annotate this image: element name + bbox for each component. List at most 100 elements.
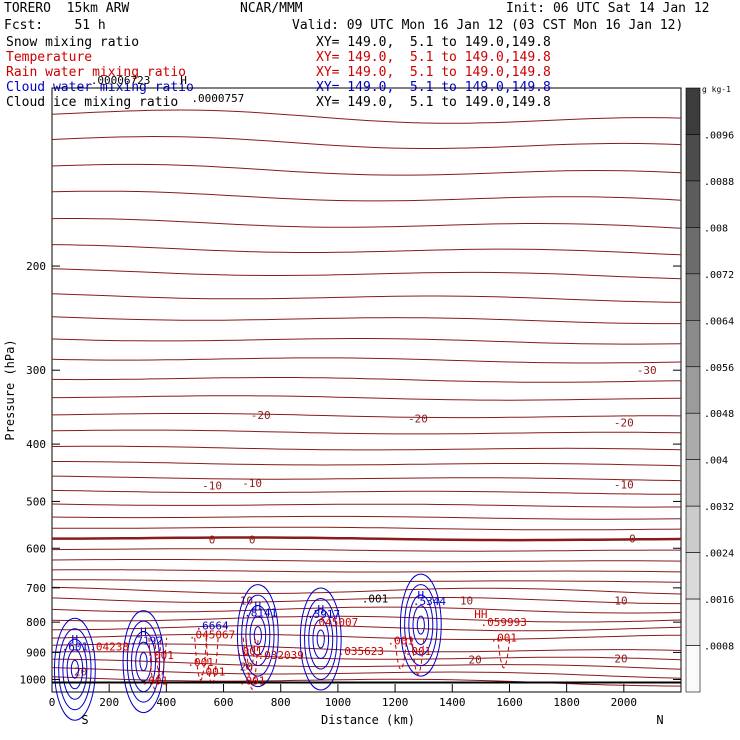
temperature-contour-label: -20 bbox=[614, 417, 634, 430]
temperature-contour-label: 20 bbox=[614, 653, 627, 666]
cloud-water-contour bbox=[236, 584, 279, 688]
colorbar-bin bbox=[685, 87, 701, 135]
temperature-contour-label: 20 bbox=[469, 653, 482, 666]
colorbar-tick-label: .0056 bbox=[704, 363, 734, 374]
snow-contour-label: .001 bbox=[362, 593, 389, 606]
forecast-hour: Fcst: 51 h bbox=[4, 18, 106, 33]
rain-water-contour bbox=[148, 637, 162, 690]
colorbar-bin bbox=[685, 134, 701, 182]
field-name: Cloud ice mixing ratio bbox=[6, 95, 179, 110]
rain-water-contour-label: .001 bbox=[142, 675, 169, 688]
isotherm bbox=[51, 559, 682, 563]
cloud-water-contour bbox=[70, 659, 79, 679]
colorbar-bin bbox=[685, 459, 701, 507]
isotherm bbox=[51, 190, 682, 202]
rain-water-contour-label: .001 bbox=[147, 649, 174, 662]
cloud-water-contour bbox=[412, 605, 430, 646]
rain-water-contour bbox=[205, 637, 219, 686]
isotherm bbox=[51, 475, 682, 482]
y-tick-label: 900 bbox=[26, 646, 46, 659]
isotherm bbox=[52, 461, 682, 467]
cloud-water-contour bbox=[408, 594, 434, 656]
cloud-water-contour bbox=[404, 584, 438, 667]
temperature-contour-label: 10 bbox=[240, 594, 253, 607]
init-time: Init: 06 UTC Sat 14 Jan 12 bbox=[506, 1, 710, 16]
cloud-water-contour bbox=[316, 629, 325, 649]
isotherm bbox=[51, 338, 682, 345]
plot-frame bbox=[51, 87, 682, 693]
isotherm bbox=[51, 515, 682, 520]
field-xy-range: XY= 149.0, 5.1 to 149.0,149.8 bbox=[316, 50, 551, 65]
isotherm bbox=[51, 667, 682, 679]
cloud-water-label: H bbox=[317, 603, 324, 616]
rain-water-label: HH bbox=[474, 608, 487, 621]
isotherm bbox=[51, 489, 681, 495]
cloud-water-contour bbox=[299, 587, 342, 691]
isotherm bbox=[51, 445, 682, 451]
x-tick-label: 600 bbox=[214, 696, 234, 709]
isotherm bbox=[51, 676, 682, 687]
cloud-water-label: H bbox=[72, 633, 79, 646]
colorbar-tick-label: .0032 bbox=[704, 502, 734, 513]
colorbar-tick-label: .008 bbox=[704, 223, 728, 234]
y-tick-label: 500 bbox=[26, 495, 46, 508]
y-tick-label: 200 bbox=[26, 260, 46, 273]
x-tick-label: 1800 bbox=[553, 696, 580, 709]
cloud-water-contour bbox=[53, 617, 96, 721]
cloud-water-label: H bbox=[418, 589, 425, 602]
cloud-water-label: .8141 bbox=[244, 606, 277, 619]
isotherm bbox=[51, 643, 682, 653]
colorbar-tick-label: .004 bbox=[704, 456, 728, 467]
isotherm bbox=[51, 606, 682, 614]
rain-water-contour-label: .001 bbox=[236, 645, 263, 658]
colorbar-bin bbox=[685, 180, 701, 228]
cloud-water-label: .7192 bbox=[130, 635, 163, 648]
rain-water-contour-label: .001 bbox=[187, 656, 214, 669]
temperature-contour-label: -20 bbox=[408, 412, 428, 425]
rain-water-label: .059993 bbox=[481, 616, 527, 629]
x-tick-label: 200 bbox=[99, 696, 119, 709]
cloud-water-label: .601 bbox=[62, 641, 89, 654]
cloud-water-contour bbox=[249, 615, 267, 656]
isotherm bbox=[51, 548, 681, 552]
rain-water-contour bbox=[497, 637, 511, 669]
isotherm bbox=[51, 597, 681, 605]
isotherm bbox=[51, 569, 682, 573]
y-tick-label: 1000 bbox=[20, 673, 47, 686]
y-tick-label: 800 bbox=[26, 616, 46, 629]
rain-water-contour bbox=[411, 637, 425, 675]
isotherm bbox=[51, 268, 682, 280]
cloud-ice-label: H bbox=[180, 74, 187, 87]
valid-time: Valid: 09 UTC Mon 16 Jan 12 (03 CST Mon … bbox=[292, 18, 684, 33]
rain-water-label: .045007 bbox=[312, 616, 358, 629]
field-xy-range: XY= 149.0, 5.1 to 149.0,149.8 bbox=[316, 65, 551, 80]
temperature-contour-label: 0 bbox=[629, 533, 636, 546]
rain-water-contour bbox=[194, 637, 208, 681]
isotherm bbox=[51, 615, 682, 623]
colorbar-tick-label: .0008 bbox=[704, 642, 734, 653]
temperature-contour-label: 20 bbox=[74, 666, 87, 679]
cloud-water-contour bbox=[122, 610, 165, 714]
field-name: Snow mixing ratio bbox=[6, 35, 140, 50]
cloud-water-label: H bbox=[140, 626, 147, 639]
colorbar-tick-label: .0088 bbox=[704, 177, 734, 188]
temperature-contour-label: -10 bbox=[202, 480, 222, 493]
temperature-contour-label: -30 bbox=[637, 364, 657, 377]
isotherm bbox=[51, 651, 682, 661]
cloud-water-contour bbox=[312, 618, 330, 659]
colorbar-tick-label: .0024 bbox=[704, 549, 734, 560]
y-tick-label: 400 bbox=[26, 438, 46, 451]
rain-water-label: .035623 bbox=[338, 645, 384, 658]
colorbar-bin bbox=[685, 273, 701, 321]
cloud-water-label: .6664 bbox=[196, 619, 229, 632]
cloud-water-contour bbox=[135, 641, 152, 682]
cloud-water-contour bbox=[308, 608, 334, 670]
temperature-contour-label: -10 bbox=[614, 478, 634, 491]
center-title: NCAR/MMM bbox=[240, 1, 303, 16]
isotherm bbox=[51, 429, 682, 435]
isotherm bbox=[51, 633, 682, 640]
colorbar-tick-label: .0072 bbox=[704, 270, 734, 281]
cloud-water-contour bbox=[139, 652, 148, 672]
isotherm bbox=[51, 586, 682, 595]
isotherm bbox=[52, 395, 682, 401]
